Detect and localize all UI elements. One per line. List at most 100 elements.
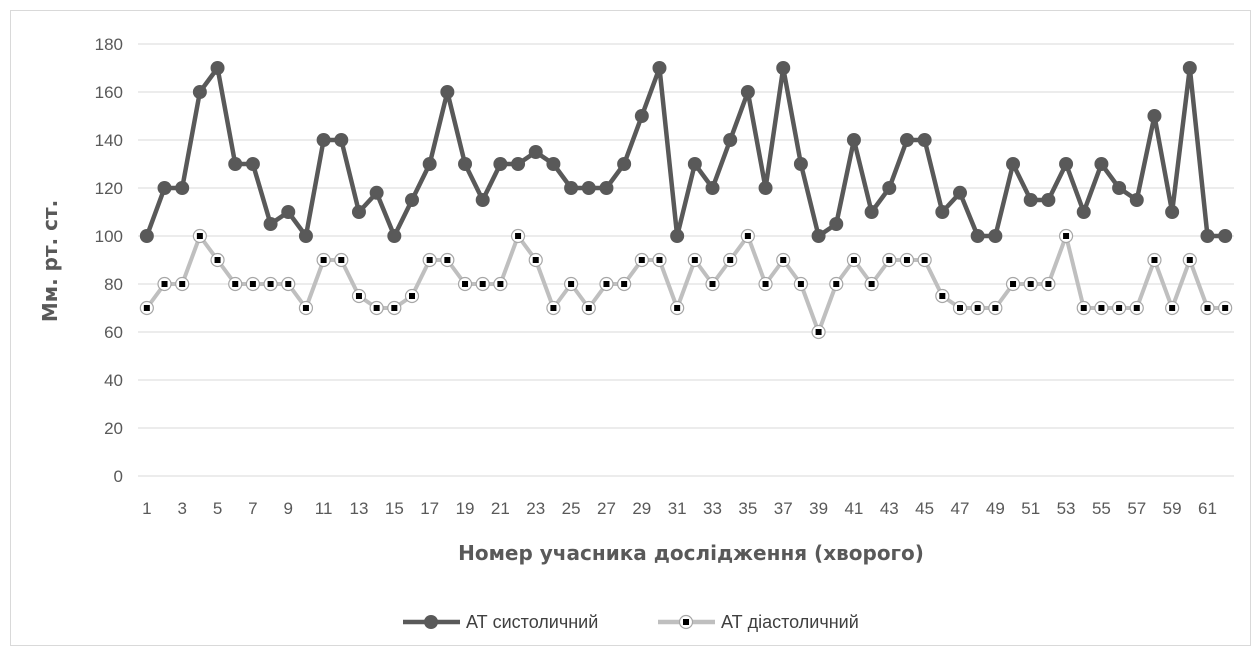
x-tick-label: 17 (420, 499, 439, 518)
marker-center (426, 257, 433, 263)
marker-center (797, 281, 804, 287)
data-point (917, 133, 932, 147)
marker-center (727, 257, 734, 263)
data-point (351, 288, 367, 304)
data-point (723, 133, 738, 147)
data-point (1165, 205, 1180, 219)
marker-center (1151, 257, 1158, 263)
data-point (1041, 193, 1056, 207)
y-tick-label: 120 (95, 179, 123, 198)
data-point (917, 252, 932, 268)
data-point (263, 217, 278, 231)
marker-center (338, 257, 345, 263)
marker-center (479, 281, 486, 287)
series-diastolic (139, 228, 1233, 340)
data-point (528, 252, 543, 268)
x-tick-label: 53 (1057, 499, 1076, 518)
x-tick-label: 27 (597, 499, 616, 518)
data-point (1111, 300, 1127, 316)
marker-center (532, 257, 539, 263)
data-point (245, 157, 260, 171)
data-point (846, 133, 861, 147)
y-tick-labels: 0 20 40 60 80 100 120 140 160 180 (95, 35, 123, 486)
x-tick-label: 1 (142, 499, 151, 518)
x-tick-label: 11 (315, 499, 333, 518)
data-point (563, 276, 579, 292)
marker-center (1222, 305, 1229, 311)
data-point (139, 300, 154, 316)
data-point (1076, 300, 1091, 316)
data-point (528, 145, 543, 159)
data-point (864, 205, 879, 219)
marker-center (780, 257, 787, 263)
data-point (811, 229, 826, 243)
x-tick-label: 29 (632, 499, 651, 518)
data-point (405, 193, 419, 207)
data-point (228, 276, 243, 292)
marker-center (285, 281, 292, 287)
marker-center (302, 305, 309, 311)
data-point (157, 181, 172, 195)
data-point (564, 181, 579, 195)
marker-center (409, 293, 415, 299)
data-point (334, 133, 349, 147)
data-point (670, 300, 685, 316)
data-point (1165, 300, 1180, 316)
marker-center (161, 281, 168, 287)
data-point (493, 157, 508, 171)
data-point (1218, 300, 1233, 316)
data-point (369, 185, 384, 200)
marker-center (1186, 257, 1193, 263)
data-point (740, 228, 755, 244)
x-tick-label: 23 (526, 499, 545, 518)
legend-marker-center (683, 619, 689, 625)
marker-center (1045, 281, 1052, 287)
y-tick-label: 100 (95, 227, 123, 246)
data-point (510, 228, 526, 244)
y-tick-label: 20 (104, 419, 123, 438)
data-point (634, 109, 649, 123)
marker-center (196, 233, 203, 239)
data-point (210, 252, 225, 268)
marker-center (992, 305, 999, 311)
data-point (546, 157, 561, 171)
data-point (829, 276, 844, 292)
y-tick-label: 80 (104, 275, 123, 294)
gridlines (138, 43, 1234, 477)
data-point (1147, 252, 1162, 268)
marker-center (355, 293, 362, 299)
data-point (1059, 157, 1074, 171)
marker-center (1063, 233, 1070, 239)
marker-center (249, 281, 256, 287)
data-point (652, 61, 667, 75)
data-point (334, 252, 349, 268)
data-point (1006, 157, 1021, 171)
data-point (175, 276, 190, 292)
marker-center (656, 257, 663, 263)
marker-center (1027, 281, 1034, 287)
data-point (935, 205, 950, 219)
x-tick-label: 37 (774, 499, 793, 518)
data-point (298, 229, 313, 243)
data-point (298, 300, 314, 316)
marker-center (1010, 281, 1017, 287)
data-point (864, 276, 879, 292)
data-point (387, 229, 402, 243)
x-tick-label: 33 (703, 499, 722, 518)
series-layer (139, 61, 1233, 340)
data-point (422, 157, 437, 171)
data-point (970, 300, 985, 316)
marker-center (373, 305, 380, 311)
x-tick-label: 51 (1021, 499, 1040, 518)
marker-center (921, 257, 928, 263)
marker-center (179, 281, 186, 287)
data-point (1023, 276, 1038, 292)
data-point (599, 276, 614, 292)
marker-center (1098, 305, 1105, 311)
data-point (475, 193, 490, 207)
marker-center (939, 293, 946, 299)
data-point (829, 217, 844, 231)
data-point (705, 181, 720, 195)
marker-center (143, 305, 150, 311)
data-point (1041, 276, 1056, 292)
